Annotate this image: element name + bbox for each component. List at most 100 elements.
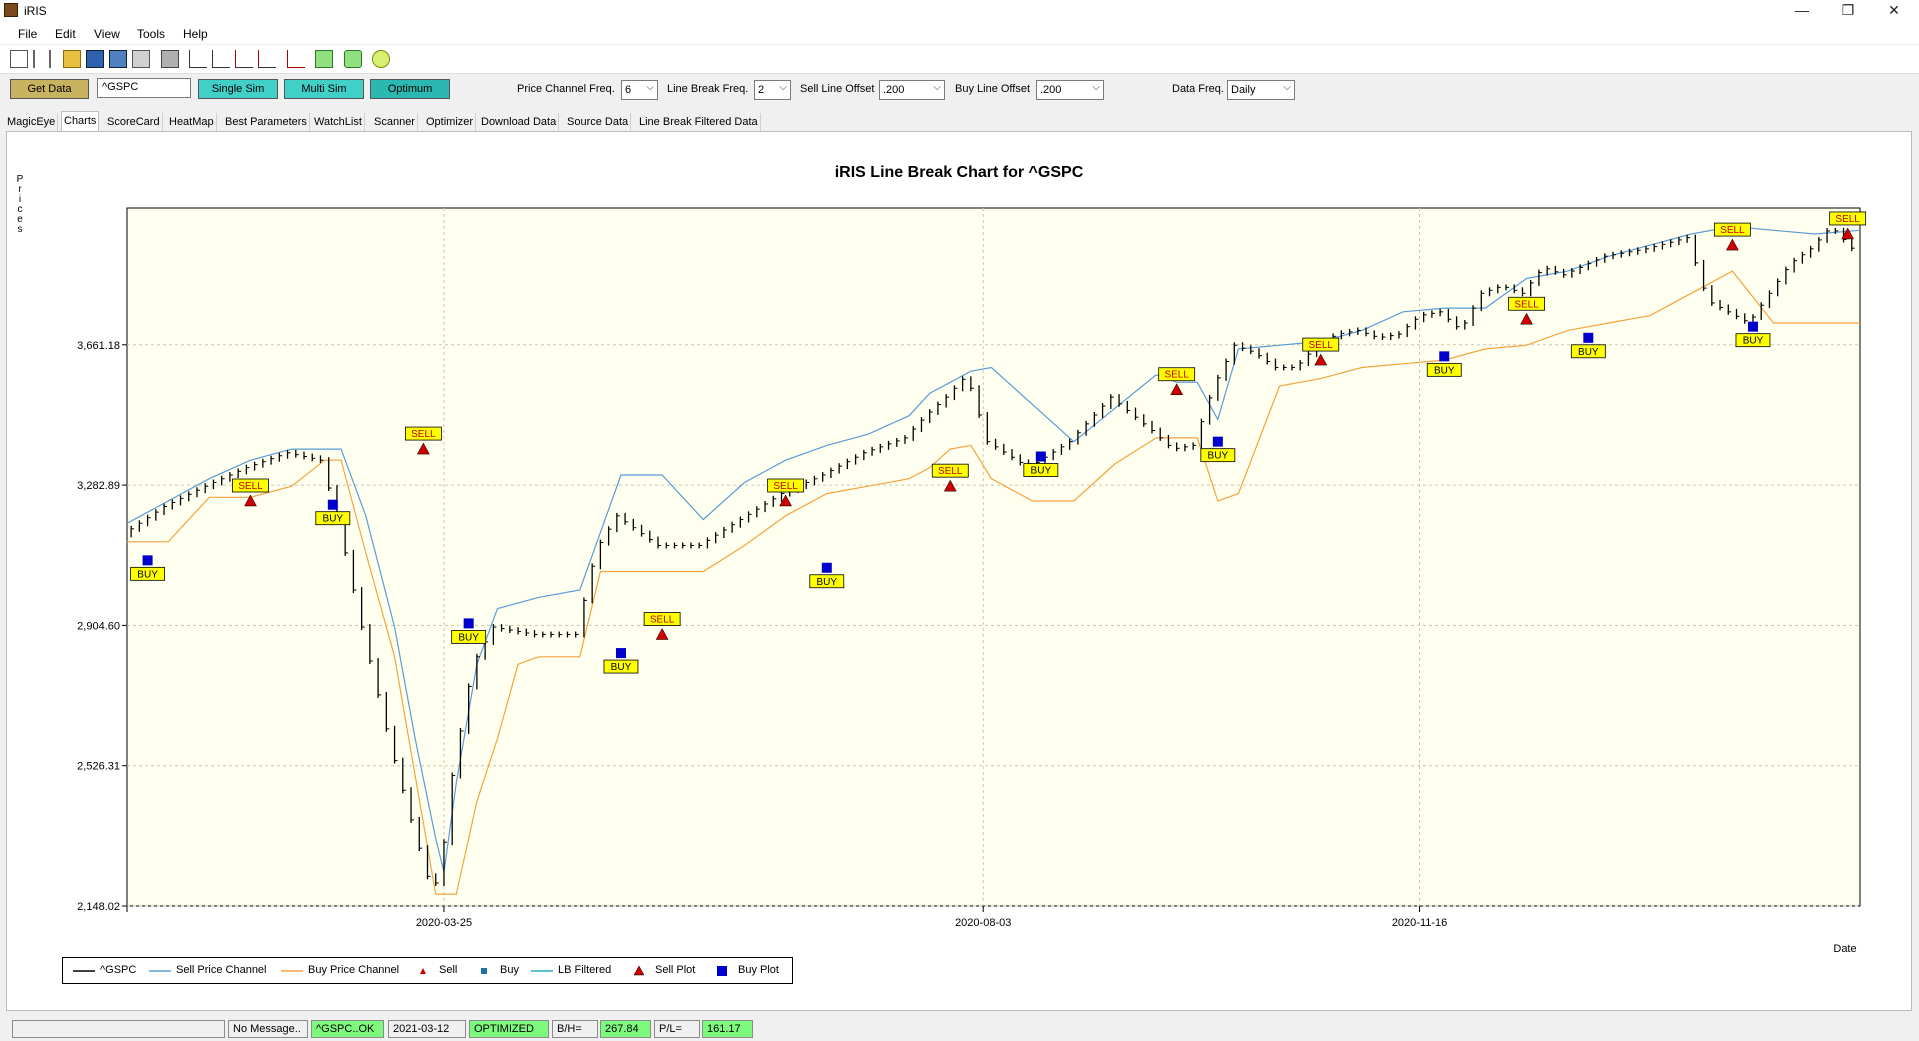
get-data-button[interactable]: Get Data (10, 79, 89, 99)
close-button[interactable]: ✕ (1888, 2, 1900, 18)
x-axis-label: Date (1833, 943, 1856, 955)
restore-button[interactable]: ❐ (1841, 2, 1855, 18)
chart-icon[interactable] (189, 50, 207, 68)
report-icon[interactable] (315, 50, 333, 68)
buy-marker (821, 562, 832, 573)
sell-label-box (1713, 222, 1751, 237)
y-axis-label-char: r (18, 184, 22, 195)
sell-label: SELL (411, 429, 436, 440)
legend-swatch-triangle (633, 965, 645, 976)
buy-label-box (130, 566, 165, 581)
refresh-icon[interactable] (372, 50, 390, 68)
plot-area (126, 207, 1861, 907)
buy-label-box (1023, 463, 1059, 477)
sell-label: SELL (938, 466, 963, 477)
sell-label: SELL (1720, 225, 1745, 236)
tab-scorecard[interactable]: ScoreCard (105, 113, 163, 131)
buy-label-box (1200, 448, 1236, 463)
chart-scan-icon[interactable] (258, 50, 276, 68)
sell-label-box (643, 612, 681, 626)
save-all-icon[interactable] (109, 50, 127, 68)
buy-marker (327, 499, 338, 510)
multi-sim-button[interactable]: Multi Sim (284, 79, 364, 99)
optimum-button[interactable]: Optimum (370, 79, 450, 99)
price-channel-select[interactable]: 6 ⌵ (621, 80, 658, 100)
save-icon[interactable] (86, 50, 104, 68)
chevron-down-icon: ⌵ (646, 82, 654, 93)
status-message: No Message.. (228, 1020, 308, 1038)
y-tick-label: 2,904.60 (77, 620, 120, 632)
menu-help[interactable]: Help (183, 27, 208, 41)
buy-marker (463, 618, 474, 629)
chart-optimize-icon[interactable] (235, 50, 253, 68)
sell-offset-value: .200 (883, 84, 905, 96)
sell-label-box (404, 426, 442, 441)
tab-charts[interactable]: Charts (61, 111, 100, 133)
legend-swatch-line (149, 970, 171, 972)
sell-label: SELL (1835, 214, 1860, 225)
sell-marker (244, 494, 257, 507)
tab-line-break-filtered-data[interactable]: Line Break Filtered Data (637, 113, 761, 131)
buy-label: BUY (611, 662, 632, 673)
sell-label-box (1302, 337, 1340, 352)
buy-label-box (1570, 344, 1606, 359)
new-icon[interactable] (10, 50, 28, 68)
y-tick-label: 2,148.02 (77, 901, 120, 913)
buy-offset-value: .200 (1040, 84, 1062, 96)
sell-label: SELL (1164, 370, 1189, 381)
data-freq-select[interactable]: Daily ⌵ (1227, 80, 1295, 100)
stop-icon[interactable] (344, 50, 362, 68)
menu-view[interactable]: View (94, 27, 120, 41)
status-bh-label: B/H= (552, 1020, 598, 1038)
sell-label-box (232, 478, 269, 493)
tab-download-data[interactable]: Download Data (479, 113, 560, 131)
chart-legend: ^GSPC Sell Price Channel Buy Price Chann… (62, 957, 793, 984)
y-axis-label-char: P (17, 174, 24, 185)
buy-label: BUY (323, 514, 344, 525)
series-line-buy-price-channel (127, 270, 1860, 895)
sell-label: SELL (1309, 340, 1334, 351)
sell-marker (1520, 312, 1533, 325)
tab-heatmap[interactable]: HeatMap (167, 113, 217, 131)
status-date: 2021-03-12 (388, 1020, 466, 1038)
y-tick-label: 2,526.31 (77, 761, 120, 773)
menu-file[interactable]: File (18, 27, 38, 41)
sell-marker (1725, 238, 1739, 251)
print-icon[interactable] (161, 50, 179, 68)
tab-source-data[interactable]: Source Data (565, 113, 632, 131)
buy-label-box (315, 511, 351, 526)
legend-swatch-line (281, 970, 303, 972)
data-freq-value: Daily (1231, 84, 1256, 96)
menu-tools[interactable]: Tools (137, 27, 166, 41)
minimize-button[interactable]: — (1795, 2, 1809, 18)
chart-compare-icon[interactable] (212, 50, 230, 68)
app-logo-icon (4, 3, 18, 17)
status-progress (12, 1020, 225, 1038)
menu-edit[interactable]: Edit (55, 27, 76, 41)
buy-offset-select[interactable]: .200 ⌵ (1036, 80, 1104, 100)
status-mode: OPTIMIZED (469, 1020, 549, 1038)
buy-label: BUY (1434, 365, 1455, 376)
sell-offset-select[interactable]: .200 ⌵ (879, 80, 945, 100)
cut-icon[interactable] (33, 50, 51, 68)
status-symbol: ^GSPC..OK (311, 1020, 384, 1038)
tab-best-parameters[interactable]: Best Parameters (223, 113, 310, 131)
tab-magiceye[interactable]: MagicEye (5, 113, 59, 131)
open-icon[interactable] (63, 50, 81, 68)
sell-label-box (1829, 211, 1867, 226)
price-channel-label: Price Channel Freq. (517, 83, 615, 95)
sell-label-box (1158, 367, 1196, 382)
tab-optimizer[interactable]: Optimizer (424, 113, 477, 131)
y-tick-label: 3,282.89 (77, 480, 120, 492)
tab-watchlist[interactable]: WatchList (312, 113, 365, 131)
y-axis-label-char: i (19, 194, 21, 205)
symbol-input[interactable]: ^GSPC (97, 78, 191, 98)
buy-label: BUY (137, 569, 158, 580)
single-sim-button[interactable]: Single Sim (198, 79, 278, 99)
chevron-down-icon: ⌵ (779, 82, 787, 93)
chart-trend-icon[interactable] (287, 50, 305, 68)
tab-scanner[interactable]: Scanner (372, 113, 418, 131)
paste-icon[interactable] (132, 50, 150, 68)
line-break-select[interactable]: 2 ⌵ (754, 80, 791, 100)
